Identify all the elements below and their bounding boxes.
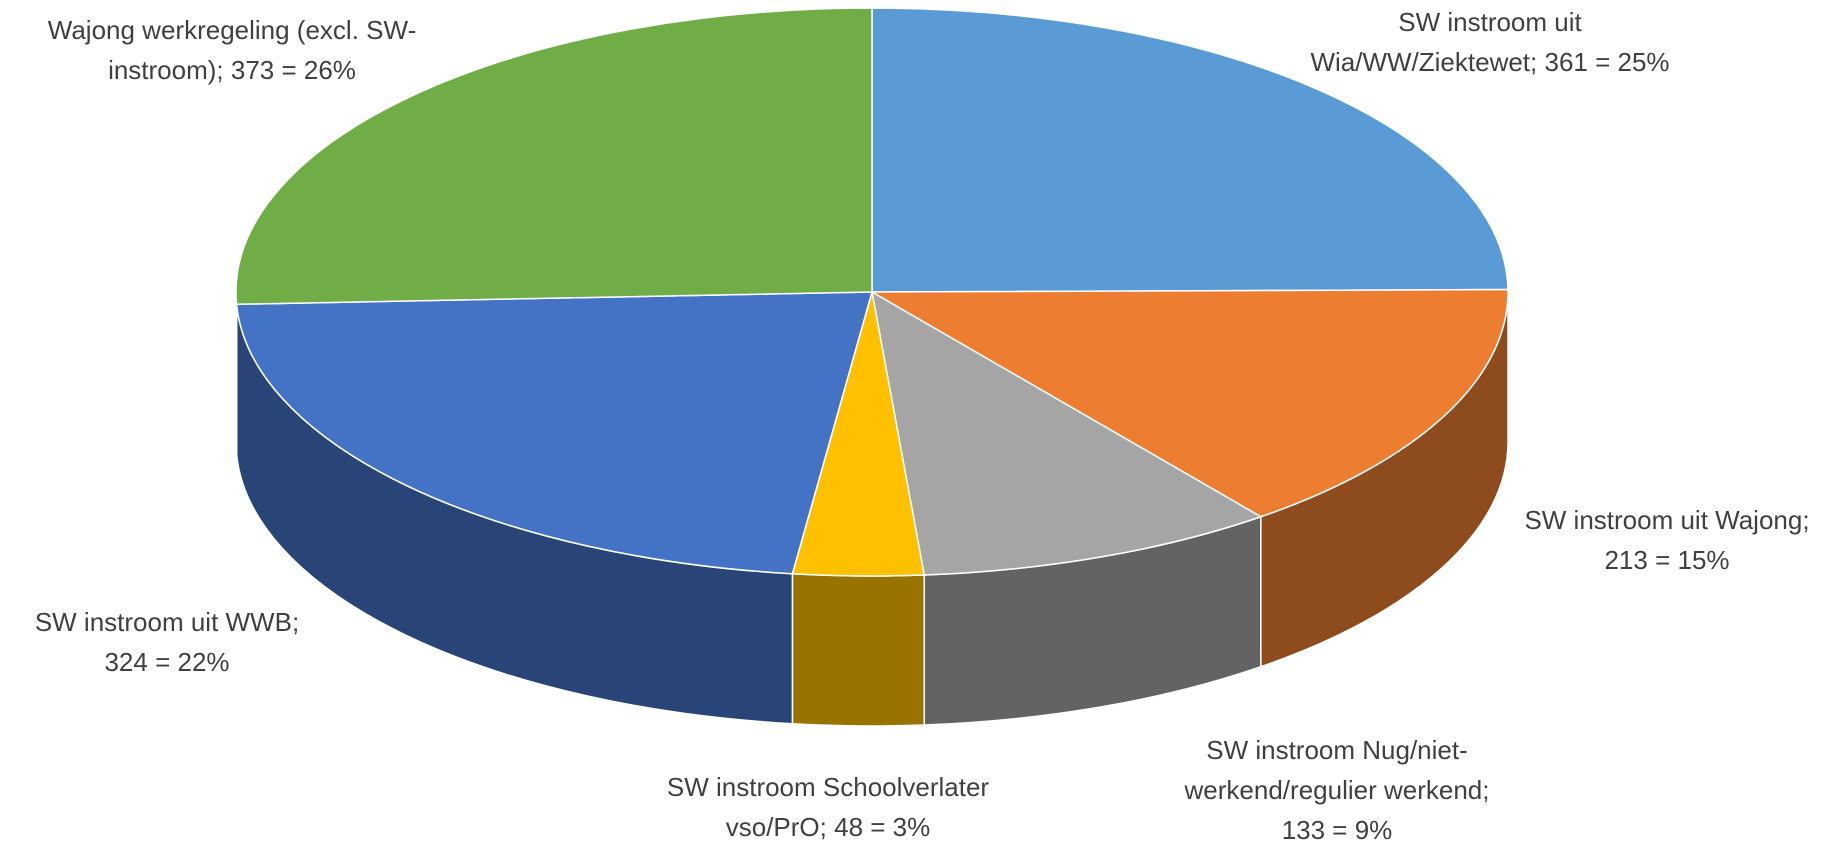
data-label-line: Wia/WW/Ziektewet; 361 = 25% <box>1310 47 1669 77</box>
slice <box>869 288 1509 518</box>
slices <box>235 7 1509 577</box>
slice-side <box>791 572 925 727</box>
data-label-line: vso/PrO; 48 = 3% <box>726 812 930 842</box>
data-label-line: SW instroom uit Wajong; <box>1524 505 1809 535</box>
data-label-line: instroom); 373 = 26% <box>108 55 356 85</box>
data-label: SW instroom Nug/niet-werkend/regulier we… <box>1184 735 1490 843</box>
side-walls <box>235 291 1509 727</box>
data-label: SW instroom Schoolverlater vso/PrO; 48 = … <box>667 772 990 842</box>
data-label-line: 213 = 15% <box>1604 545 1729 575</box>
data-label-line: 133 = 9% <box>1282 815 1393 843</box>
slice <box>235 291 873 575</box>
data-label-line: SW instroom uit WWB; <box>35 607 299 637</box>
slice <box>870 290 1263 576</box>
data-label-line: werkend/regulier werkend; <box>1184 775 1490 805</box>
data-label-line: SW instroom uit <box>1398 7 1582 37</box>
data-label-line: 324 = 22% <box>104 647 229 677</box>
data-label: Wajong werkregeling (excl. SW-instroom);… <box>48 15 416 85</box>
data-label-line: SW instroom Nug/niet- <box>1206 735 1468 765</box>
data-label: SW instroom uit Wajong; 213 = 15% <box>1524 505 1809 575</box>
data-label: SW instroom uit Wia/WW/Ziektewet; 361 = 2… <box>1310 7 1669 77</box>
data-label-line: Wajong werkregeling (excl. SW- <box>48 15 416 45</box>
slice-side <box>235 291 238 455</box>
slice <box>235 7 873 306</box>
data-label: SW instroom uit WWB; 324 = 22% <box>35 607 299 677</box>
data-label-line: SW instroom Schoolverlater <box>667 772 990 802</box>
slice <box>871 7 1509 293</box>
